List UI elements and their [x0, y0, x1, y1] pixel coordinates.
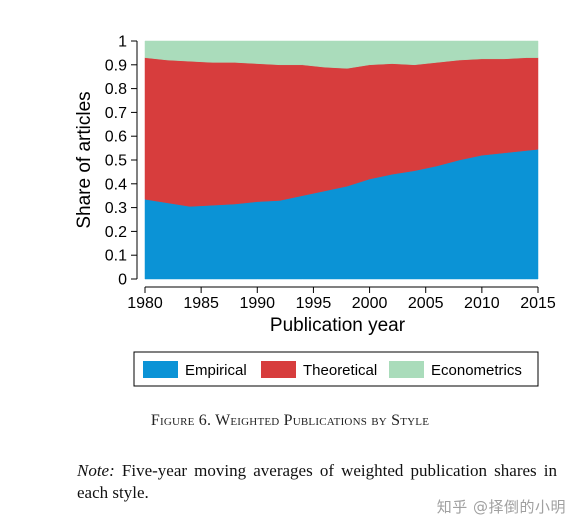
legend-label: Theoretical — [303, 362, 377, 379]
stacked-area-chart: 00.10.20.30.40.50.60.70.80.91 1980 1985 19… — [74, 34, 556, 387]
x-tick-label: 2000 — [352, 295, 388, 312]
watermark: 知乎 @择倒的小明 — [436, 498, 566, 516]
x-tick-label: 1995 — [296, 295, 332, 312]
y-tick-label: 0.7 — [105, 105, 127, 122]
legend-swatch — [143, 361, 178, 378]
x-tick-label: 2010 — [464, 295, 500, 312]
legend-item-empirical: Empirical — [143, 361, 247, 379]
legend: Empirical Theoretical Econometrics — [133, 351, 539, 387]
x-tick-label: 1980 — [127, 295, 163, 312]
figure-caption: Figure 6. Weighted Publications by Style — [150, 412, 430, 429]
area-econometrics — [144, 40, 539, 69]
y-tick-label: 0.9 — [105, 57, 127, 74]
legend-item-theoretical: Theoretical — [261, 361, 377, 379]
legend-swatch — [261, 361, 296, 378]
y-axis: 0 0.1 0.2 0.3 0.4 0.5 0.6 0.7 0.8 0.9 1 — [105, 34, 138, 289]
x-tick-label: 1990 — [239, 295, 275, 312]
y-tick-label: 1 — [118, 34, 127, 51]
legend-label: Empirical — [185, 362, 247, 379]
y-tick-label: 0.5 — [105, 153, 127, 170]
x-tick-label: 2005 — [408, 295, 444, 312]
note-label: Note: — [77, 461, 115, 480]
y-tick-label: 0 — [118, 272, 127, 289]
y-axis-label: Share of articles — [74, 91, 95, 228]
y-tick-label: 0.8 — [105, 81, 127, 98]
plot-areas — [144, 40, 539, 280]
legend-box — [133, 351, 539, 387]
x-axis-label: Publication year — [270, 315, 406, 336]
y-tick-label: 0.3 — [105, 200, 127, 217]
y-tick-label: 0.1 — [105, 248, 127, 265]
x-tick-label: 1985 — [183, 295, 219, 312]
y-tick-label: 0.2 — [105, 224, 127, 241]
y-tick-label: 0.4 — [105, 176, 127, 193]
legend-swatch — [389, 361, 424, 378]
y-tick-label: 0.6 — [105, 129, 127, 146]
legend-item-econometrics: Econometrics — [389, 361, 522, 379]
figure-note: Note: Five-year moving averages of weigh… — [77, 460, 557, 504]
x-tick-label: 2015 — [520, 295, 556, 312]
x-axis: 1980 1985 1990 1995 2000 2005 2010 2015 — [127, 286, 556, 312]
legend-label: Econometrics — [431, 362, 522, 379]
note-text: Five-year moving averages of weighted pu… — [77, 461, 557, 502]
